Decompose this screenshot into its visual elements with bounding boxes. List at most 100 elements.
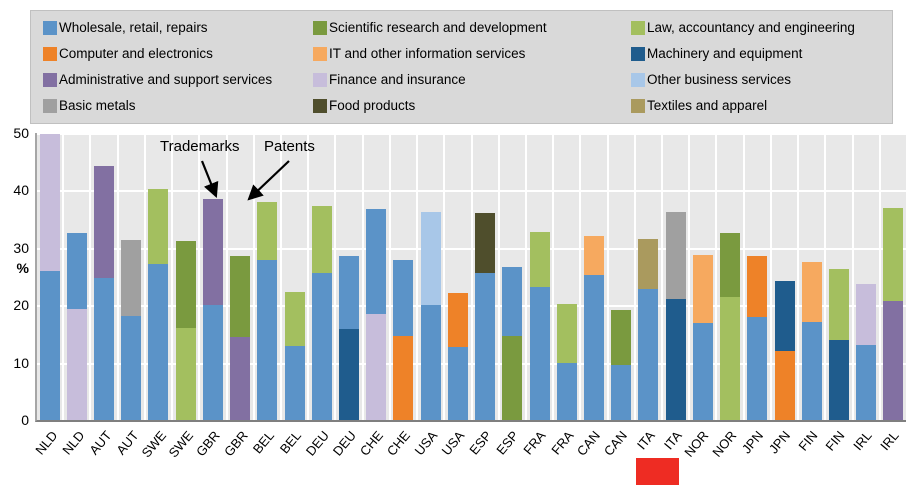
legend-swatch-it_services — [313, 47, 327, 61]
x-label-slot: USA — [439, 424, 469, 480]
x-tick-label: NLD — [59, 428, 88, 458]
x-label-slot: ESP — [494, 424, 524, 480]
bar-slot — [252, 133, 280, 420]
segment-law — [175, 328, 196, 420]
x-label-slot: CHE — [357, 424, 388, 480]
segment-wholesale — [447, 347, 468, 420]
bar-slot — [334, 133, 361, 420]
bar-slot — [688, 133, 715, 420]
legend-label: Computer and electronics — [59, 46, 213, 62]
x-axis-labels: NLD NLD AUT AUT SWE SWE GBR GBR BEL BEL DEU DEU CHE C… — [32, 424, 904, 480]
x-tick-label: BEL — [277, 428, 305, 457]
legend-item-machinery: Machinery and equipment — [631, 47, 888, 61]
bar-nor-trademarks — [692, 133, 713, 420]
bar-can-patents — [611, 133, 632, 420]
bar-nld-patents — [66, 133, 87, 420]
segment-wholesale — [121, 316, 142, 420]
bar-che-patents — [393, 133, 414, 420]
segment-admin — [94, 166, 115, 279]
bar-slot — [89, 133, 116, 420]
x-label-slot: JPN — [766, 424, 795, 480]
x-label-slot: CAN — [574, 424, 605, 480]
segment-wholesale — [366, 209, 387, 314]
segment-wholesale — [747, 317, 768, 420]
bar-slot — [62, 133, 89, 420]
bar-ita-trademarks — [638, 133, 659, 420]
bar-jpn-trademarks — [747, 133, 768, 420]
legend-item-scientific: Scientific research and development — [313, 21, 631, 35]
segment-wholesale — [284, 345, 305, 420]
x-tick-label: JPN — [766, 428, 794, 457]
bar-irl-trademarks — [856, 133, 877, 420]
x-tick-label: CHE — [356, 428, 386, 459]
segment-wholesale — [692, 323, 713, 420]
bar-slot — [307, 133, 334, 420]
x-label-slot: BEL — [277, 424, 306, 480]
legend-swatch-law — [631, 21, 645, 35]
segment-wholesale — [856, 345, 877, 420]
segment-wholesale — [529, 287, 550, 420]
legend-label: Other business services — [647, 72, 792, 88]
segment-law — [311, 206, 332, 274]
y-tick-label: 10 — [13, 354, 29, 371]
bar-aut-patents — [121, 133, 142, 420]
bar-slot — [552, 133, 579, 420]
bar-slot — [225, 133, 253, 420]
bar-fra-trademarks — [529, 133, 550, 420]
segment-wholesale — [583, 274, 604, 420]
segment-scientific — [611, 309, 632, 365]
bar-gbr-patents — [230, 133, 251, 420]
y-tick-label: 40 — [13, 182, 29, 199]
legend-swatch-basic_metals — [43, 99, 57, 113]
x-label-slot: CHE — [384, 424, 415, 480]
x-label-slot: DEU — [302, 424, 334, 480]
segment-law — [883, 208, 904, 302]
legend-swatch-computer — [43, 47, 57, 61]
legend-label: Law, accountancy and engineering — [647, 20, 855, 36]
segment-scientific — [502, 335, 523, 420]
x-tick-label: ESP — [466, 428, 495, 458]
x-tick-label: CHE — [383, 428, 414, 459]
bar-can-trademarks — [583, 133, 604, 420]
segment-finance — [39, 134, 60, 271]
segment-wholesale — [420, 304, 441, 420]
legend-swatch-other_business — [631, 73, 645, 87]
legend-swatch-scientific — [313, 21, 327, 35]
segment-finance — [856, 283, 877, 346]
segment-law — [720, 297, 741, 420]
bar-nld-trademarks — [39, 133, 60, 420]
x-tick-label: GBR — [193, 428, 224, 460]
x-label-slot: SWE — [165, 424, 198, 480]
y-tick-label: 0 — [21, 412, 29, 428]
bar-jpn-patents — [774, 133, 795, 420]
x-tick-label: DEU — [302, 428, 332, 459]
x-tick-label: ITA — [633, 428, 658, 453]
segment-law — [828, 269, 849, 341]
legend-item-textiles: Textiles and apparel — [631, 99, 888, 113]
bar-slot — [878, 133, 906, 420]
segment-it_services — [692, 254, 713, 323]
legend-item-computer: Computer and electronics — [43, 47, 313, 61]
segment-wholesale — [502, 267, 523, 336]
segment-finance — [366, 313, 387, 420]
segment-it_services — [801, 261, 822, 322]
bar-slot — [388, 133, 416, 420]
x-label-slot: IRL — [877, 424, 904, 480]
x-label-slot: FRA — [521, 424, 551, 480]
segment-admin — [230, 336, 251, 420]
segment-admin — [883, 301, 904, 420]
segment-wholesale — [66, 233, 87, 310]
x-label-slot: NLD — [59, 424, 89, 480]
legend-item-wholesale: Wholesale, retail, repairs — [43, 21, 313, 35]
x-label-slot: ESP — [466, 424, 497, 480]
legend-label: Administrative and support services — [59, 72, 273, 88]
legend-item-it_services: IT and other information services — [313, 47, 631, 61]
legend: Wholesale, retail, repairs Computer and e… — [30, 10, 893, 124]
legend-swatch-textiles — [631, 99, 645, 113]
segment-wholesale — [339, 255, 360, 330]
segment-wholesale — [311, 273, 332, 420]
bar-slot — [361, 133, 389, 420]
x-tick-label: SWE — [138, 428, 169, 461]
segment-scientific — [230, 255, 251, 337]
